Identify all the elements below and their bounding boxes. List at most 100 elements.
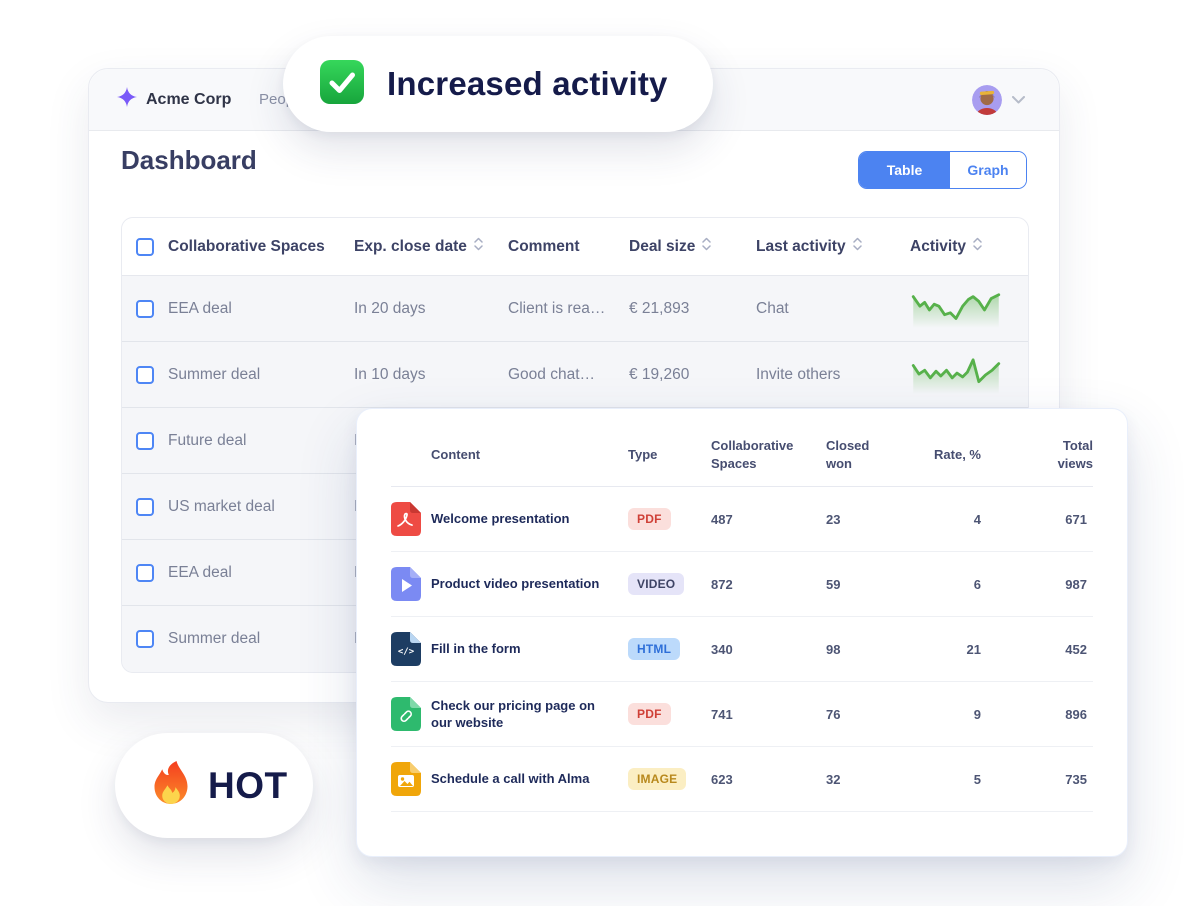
- collaborative-spaces-value: 872: [711, 576, 733, 592]
- rate-value: 4: [973, 511, 981, 527]
- pdf-file-icon: [391, 502, 431, 537]
- activity-sparkline: [911, 292, 1001, 328]
- select-all-checkbox[interactable]: [136, 237, 154, 256]
- content-row[interactable]: Schedule a call with Alma IMAGE 623 32 5…: [391, 747, 1093, 813]
- table-row[interactable]: Summer deal In 10 days Good chat… € 19,2…: [122, 342, 1028, 408]
- deal-name: Future deal: [168, 431, 247, 449]
- table-view-button[interactable]: Table: [859, 152, 950, 188]
- deal-size: € 19,260: [629, 365, 690, 383]
- content-row[interactable]: Welcome presentation PDF 487 23 4 671: [391, 487, 1093, 553]
- column-closed-won: Closed won: [826, 438, 870, 471]
- column-total-views: Total views: [1057, 438, 1093, 471]
- column-activity-sort[interactable]: Activity: [910, 237, 1028, 256]
- deal-name: US market deal: [168, 497, 275, 515]
- deal-name: Summer deal: [168, 365, 261, 383]
- brand-logo[interactable]: Acme Corp: [117, 87, 231, 112]
- sort-icon[interactable]: [852, 237, 862, 256]
- rate-value: 9: [973, 706, 981, 722]
- closed-won-value: 76: [826, 706, 841, 722]
- row-checkbox[interactable]: [136, 431, 154, 450]
- dashboard-window: Acme Corp People Dashb: [88, 68, 1060, 703]
- content-row[interactable]: Check our pricing page on our website PD…: [391, 682, 1093, 748]
- column-content: Content: [431, 446, 481, 462]
- increased-activity-label: Increased activity: [387, 65, 668, 102]
- deal-comment: Client is rea…: [508, 299, 606, 317]
- deal-last-activity: Invite others: [756, 365, 841, 383]
- total-views-value: 987: [1065, 576, 1087, 592]
- svg-text:</>: </>: [398, 647, 415, 657]
- column-collaborative-spaces: Collaborative Spaces: [168, 237, 325, 255]
- row-checkbox[interactable]: [136, 497, 154, 516]
- deal-comment: Good chat…: [508, 365, 596, 383]
- chevron-down-icon[interactable]: [1012, 91, 1025, 109]
- user-avatar[interactable]: [972, 85, 1002, 115]
- total-views-value: 452: [1065, 641, 1087, 657]
- closed-won-value: 32: [826, 771, 841, 787]
- column-exp-close-date-sort[interactable]: Exp. close date: [354, 237, 508, 256]
- row-checkbox[interactable]: [136, 563, 154, 582]
- deal-size: € 21,893: [629, 299, 690, 317]
- image-file-icon: [391, 762, 431, 797]
- content-name: Product video presentation: [431, 576, 600, 592]
- view-toggle: Table Graph: [858, 151, 1027, 189]
- deal-name: Summer deal: [168, 630, 261, 647]
- content-name: Welcome presentation: [431, 511, 570, 527]
- type-badge: PDF: [628, 703, 671, 726]
- column-deal-size-sort[interactable]: Deal size: [629, 237, 756, 256]
- rate-value: 5: [973, 771, 981, 787]
- rate-value: 6: [973, 576, 981, 592]
- code-file-icon: </>: [391, 632, 431, 667]
- type-badge: VIDEO: [628, 573, 685, 596]
- deal-name: EEA deal: [168, 299, 232, 317]
- row-checkbox[interactable]: [136, 299, 154, 318]
- rate-value: 21: [966, 641, 981, 657]
- column-comment: Comment: [508, 237, 580, 255]
- deal-last-activity: Chat: [756, 299, 789, 317]
- fire-icon: [151, 761, 191, 810]
- brand-name: Acme Corp: [146, 90, 232, 108]
- user-menu[interactable]: [972, 85, 1025, 115]
- graph-view-button[interactable]: Graph: [950, 152, 1026, 188]
- deal-close-date: In 20 days: [354, 299, 426, 317]
- row-checkbox[interactable]: [136, 365, 154, 384]
- total-views-value: 735: [1065, 771, 1087, 787]
- hot-label: HOT: [208, 764, 288, 806]
- hot-callout: HOT: [115, 733, 313, 838]
- total-views-value: 896: [1065, 706, 1087, 722]
- sort-icon[interactable]: [973, 237, 982, 256]
- closed-won-value: 23: [826, 511, 841, 527]
- sort-icon[interactable]: [474, 237, 483, 256]
- deal-name: EEA deal: [168, 563, 232, 581]
- type-badge: PDF: [628, 508, 671, 531]
- closed-won-value: 98: [826, 641, 841, 657]
- type-badge: IMAGE: [628, 768, 687, 791]
- sort-icon[interactable]: [702, 237, 712, 256]
- content-name: Fill in the form: [431, 641, 521, 657]
- deal-close-date: In 10 days: [354, 365, 426, 383]
- content-table-header: Content Type Collaborative Spaces Closed…: [391, 437, 1093, 488]
- type-badge: HTML: [628, 638, 681, 661]
- content-row[interactable]: Product video presentation VIDEO 872 59 …: [391, 552, 1093, 618]
- content-name: Check our pricing page on our website: [431, 697, 595, 731]
- row-checkbox[interactable]: [136, 630, 154, 648]
- collaborative-spaces-value: 487: [711, 511, 733, 527]
- content-row[interactable]: </> Fill in the form HTML 340 98 21 452: [391, 617, 1093, 683]
- check-mark-icon: [319, 59, 365, 110]
- column-type: Type: [628, 446, 658, 462]
- table-row[interactable]: EEA deal In 20 days Client is rea… € 21,…: [122, 276, 1028, 342]
- collaborative-spaces-value: 340: [711, 641, 733, 657]
- sparkle-icon: [117, 87, 137, 112]
- closed-won-value: 59: [826, 576, 841, 592]
- column-collaborative-spaces: Collaborative Spaces: [711, 438, 794, 471]
- video-file-icon: [391, 567, 431, 602]
- content-name: Schedule a call with Alma: [431, 771, 590, 787]
- collaborative-spaces-value: 623: [711, 771, 733, 787]
- activity-sparkline: [911, 357, 1001, 394]
- column-last-activity-sort[interactable]: Last activity: [756, 237, 910, 256]
- page-title: Dashboard: [121, 145, 257, 175]
- total-views-value: 671: [1065, 511, 1087, 527]
- column-rate: Rate, %: [934, 446, 981, 462]
- content-stats-panel: Content Type Collaborative Spaces Closed…: [356, 408, 1128, 857]
- deals-table-header: Collaborative Spaces Exp. close date Com…: [122, 218, 1028, 276]
- collaborative-spaces-value: 741: [711, 706, 733, 722]
